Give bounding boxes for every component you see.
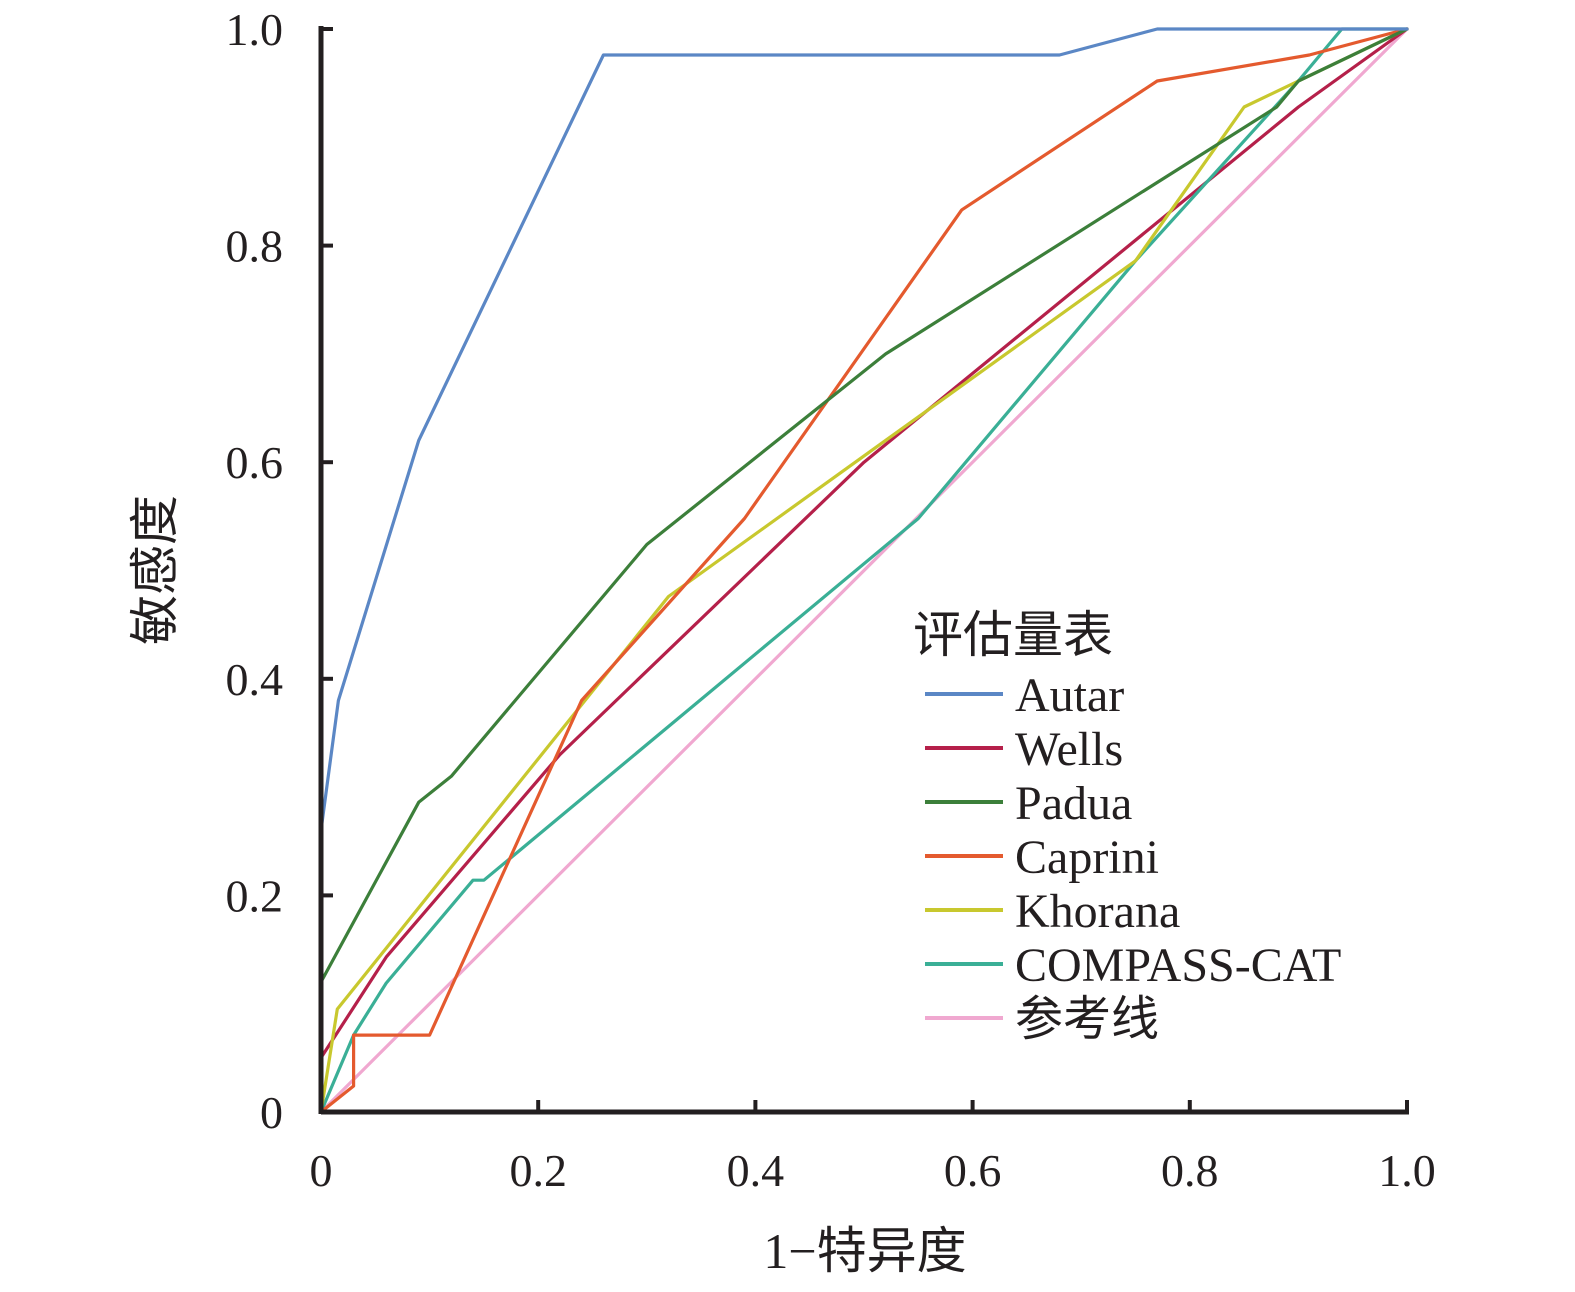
axes-layer bbox=[318, 26, 1409, 1115]
legend-label-wells: Wells bbox=[1015, 723, 1123, 776]
y-tick-label: 0 bbox=[260, 1087, 283, 1138]
y-tick-label: 0.4 bbox=[226, 654, 284, 705]
x-tick-label: 0.4 bbox=[727, 1145, 785, 1196]
x-tick-label: 0.8 bbox=[1161, 1145, 1219, 1196]
x-tick-label: 1.0 bbox=[1378, 1145, 1436, 1196]
series-line-autar bbox=[319, 27, 1409, 1114]
ticks-layer: 0 0.2 0.4 0.6 0.8 1.0 0 0.2 0.4 0.6 0.8 1.0 bbox=[226, 4, 1436, 1196]
y-tick-label: 0.2 bbox=[226, 870, 284, 921]
legend-label-caprini: Caprini bbox=[1015, 831, 1159, 884]
legend-label-padua: Padua bbox=[1015, 777, 1132, 830]
legend-label-reference: 参考线 bbox=[1015, 993, 1159, 1046]
legend-title: 评估量表 bbox=[913, 607, 1113, 663]
y-tick-label: 0.8 bbox=[226, 221, 284, 272]
series-line-caprini bbox=[319, 27, 1409, 1114]
series-line-padua bbox=[319, 27, 1409, 1114]
x-tick-label: 0.6 bbox=[944, 1145, 1002, 1196]
legend-label-compass-cat: COMPASS-CAT bbox=[1015, 939, 1341, 992]
legend-label-khorana: Khorana bbox=[1015, 885, 1180, 938]
x-tick-label: 0.2 bbox=[509, 1145, 567, 1196]
y-axis-label: 敏感度 bbox=[127, 495, 183, 645]
series-line-khorana bbox=[319, 27, 1409, 1114]
x-tick-label: 0 bbox=[310, 1145, 333, 1196]
series-line-reference bbox=[319, 27, 1409, 1114]
y-tick-label: 0.6 bbox=[226, 437, 284, 488]
y-tick-label: 1.0 bbox=[226, 4, 284, 55]
legend: 评估量表 AutarWellsPaduaCapriniKhoranaCOMPAS… bbox=[913, 607, 1341, 1046]
x-axis-label: 1−特异度 bbox=[763, 1223, 966, 1279]
series-line-compass-cat bbox=[319, 27, 1409, 1114]
legend-label-autar: Autar bbox=[1015, 669, 1124, 722]
legend-items: AutarWellsPaduaCapriniKhoranaCOMPASS-CAT… bbox=[925, 669, 1341, 1046]
